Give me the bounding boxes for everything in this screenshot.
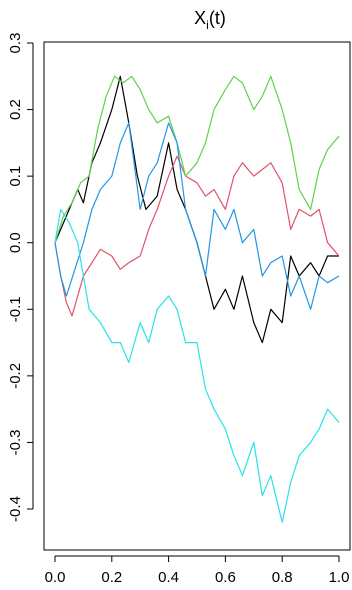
y-axis: -0.4 -0.3 -0.2 -0.1 0.0 0.1 0.2 0.3 — [7, 33, 33, 522]
y-tick-label: 0.2 — [7, 99, 24, 120]
y-tick-label: 0.1 — [7, 166, 24, 187]
x-tick-label: 0.8 — [272, 569, 293, 586]
y-tick-label: 0.3 — [7, 33, 24, 54]
series-group — [55, 76, 339, 522]
x-tick-label: 0.0 — [45, 569, 66, 586]
series-line-3 — [55, 76, 339, 242]
y-tick-label: -0.3 — [7, 429, 24, 455]
x-tick-label: 0.6 — [215, 569, 236, 586]
y-tick-label: -0.2 — [7, 363, 24, 389]
x-axis: 0.0 0.2 0.4 0.6 0.8 1.0 — [45, 556, 350, 586]
series-line-5 — [55, 209, 339, 522]
y-tick-label: -0.4 — [7, 496, 24, 522]
x-tick-label: 0.2 — [101, 569, 122, 586]
y-tick-label: -0.1 — [7, 296, 24, 322]
y-tick-label: 0.0 — [7, 232, 24, 253]
chart-title: Xi(t) — [194, 8, 226, 32]
series-line-1 — [55, 76, 339, 342]
plot-frame — [44, 42, 350, 550]
x-tick-label: 0.4 — [158, 569, 179, 586]
x-tick-label: 1.0 — [329, 569, 350, 586]
chart-title-main: X — [194, 8, 206, 28]
chart-title-suffix: (t) — [209, 8, 226, 28]
series-line-2 — [55, 156, 339, 316]
